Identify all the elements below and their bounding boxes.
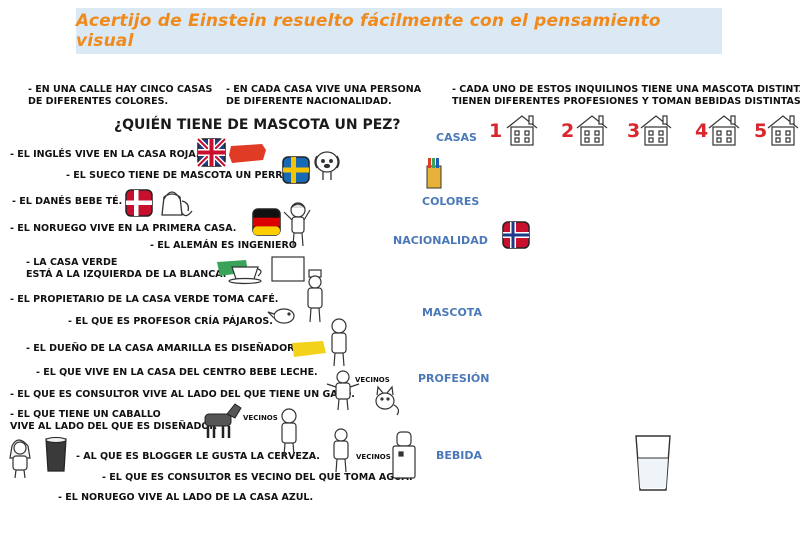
house-number: 3 — [627, 120, 641, 142]
clue-norwegian-blue: - EL NORUEGO VIVE AL LADO DE LA CASA AZU… — [58, 492, 314, 503]
category-colores: COLORES — [422, 195, 480, 208]
water-cooler-icon — [392, 431, 416, 479]
dog-icon — [314, 151, 340, 180]
person-icon — [283, 202, 311, 247]
intro-houses: - EN UNA CALLE HAY CINCO CASAS DE DIFERE… — [28, 84, 212, 108]
clue-dane: - EL DANÉS BEBE TÉ. — [12, 196, 123, 207]
person-icon — [326, 370, 360, 411]
bird-icon — [267, 308, 295, 324]
clue-center-milk: - EL QUE VIVE EN LA CASA DEL CENTRO BEBE… — [36, 367, 318, 378]
coffee-cup-icon — [228, 266, 262, 285]
house-number: 4 — [695, 120, 709, 142]
clue-line: - EL QUE TIENE UN CABALLO — [10, 409, 161, 420]
clue-norwegian: - EL NORUEGO VIVE EN LA PRIMERA CASA. — [10, 223, 237, 234]
house-icon — [576, 115, 608, 146]
crayons-icon — [426, 158, 442, 189]
intro-nationality: - EN CADA CASA VIVE UNA PERSONA DE DIFER… — [226, 84, 421, 108]
cat-icon — [375, 385, 400, 416]
page-title: Acertijo de Einstein resuelto fácilmente… — [76, 11, 661, 51]
person-icon — [333, 428, 349, 473]
horse-icon — [204, 403, 242, 438]
person-icon — [281, 408, 297, 457]
clue-swede: - EL SUECO TIENE DE MASCOTA UN PERRO. — [66, 170, 295, 181]
vecinos-label: VECINOS — [356, 453, 391, 461]
category-nacionalidad: NACIONALIDAD — [393, 234, 488, 247]
clue-consultant-cat: - EL QUE ES CONSULTOR VIVE AL LADO DEL Q… — [10, 389, 355, 400]
denmark-flag-icon — [125, 189, 153, 217]
milk-glass-icon — [635, 435, 671, 491]
teapot-icon — [161, 191, 193, 217]
house-number: 2 — [561, 120, 575, 142]
person-icon — [307, 269, 323, 323]
category-profesion: PROFESIÓN — [418, 372, 490, 385]
clue-consultant-water: - EL QUE ES CONSULTOR ES VECINO DEL QUE … — [102, 472, 413, 483]
clue-german: - EL ALEMÁN ES INGENIERO — [150, 240, 297, 251]
clue-line: ESTÁ A LA IZQUIERDA DE LA BLANCA. — [26, 269, 227, 280]
clue-yellow-designer: - EL DUEÑO DE LA CASA AMARILLA ES DISEÑA… — [26, 343, 295, 354]
category-casas: CASAS — [436, 131, 477, 144]
vecinos-label: VECINOS — [243, 414, 278, 422]
house-icon — [767, 115, 799, 146]
clue-line: VIVE AL LADO DEL QUE ES DISEÑADOR — [10, 421, 217, 432]
intro-line: DE DIFERENTE NACIONALIDAD. — [226, 96, 392, 107]
house-number: 5 — [754, 120, 768, 142]
sweden-flag-icon — [282, 156, 310, 184]
clue-teacher: - EL QUE ES PROFESOR CRÍA PÁJAROS. — [68, 316, 273, 327]
yellow-swatch — [292, 341, 326, 357]
intro-tenants: - CADA UNO DE ESTOS INQUILINOS TIENE UNA… — [452, 84, 800, 108]
category-mascota: MASCOTA — [422, 306, 482, 319]
intro-line: - EN CADA CASA VIVE UNA PERSONA — [226, 84, 422, 95]
clue-green-coffee: - EL PROPIETARIO DE LA CASA VERDE TOMA C… — [10, 294, 279, 305]
intro-line: TIENEN DIFERENTES PROFESIONES Y TOMAN BE… — [452, 96, 800, 107]
person-icon — [9, 439, 31, 479]
clue-horse: - EL QUE TIENE UN CABALLO VIVE AL LADO D… — [10, 409, 217, 433]
clue-line: - LA CASA VERDE — [26, 257, 118, 268]
house-icon — [506, 115, 538, 146]
clue-english: - EL INGLÉS VIVE EN LA CASA ROJA. — [10, 149, 200, 160]
person-icon — [331, 318, 347, 367]
germany-flag-icon — [252, 208, 281, 236]
norway-flag-icon — [502, 221, 530, 249]
house-icon — [640, 115, 672, 146]
red-swatch — [229, 144, 266, 163]
vecinos-label: VECINOS — [355, 376, 390, 384]
house-icon — [708, 115, 740, 146]
clue-green-house: - LA CASA VERDE ESTÁ A LA IZQUIERDA DE L… — [26, 257, 226, 281]
title-banner: Acertijo de Einstein resuelto fácilmente… — [76, 8, 722, 54]
house-number: 1 — [489, 120, 503, 142]
white-swatch — [271, 256, 305, 282]
category-bebida: BEBIDA — [436, 449, 483, 462]
intro-line: DE DIFERENTES COLORES. — [28, 96, 169, 107]
riddle-question: ¿QUIÉN TIENE DE MASCOTA UN PEZ? — [114, 117, 401, 133]
beer-glass-icon — [45, 437, 67, 472]
intro-line: - EN UNA CALLE HAY CINCO CASAS — [28, 84, 213, 95]
intro-line: - CADA UNO DE ESTOS INQUILINOS TIENE UNA… — [452, 84, 800, 95]
clue-blogger: - AL QUE ES BLOGGER LE GUSTA LA CERVEZA. — [76, 451, 320, 462]
uk-flag-icon — [196, 137, 227, 168]
